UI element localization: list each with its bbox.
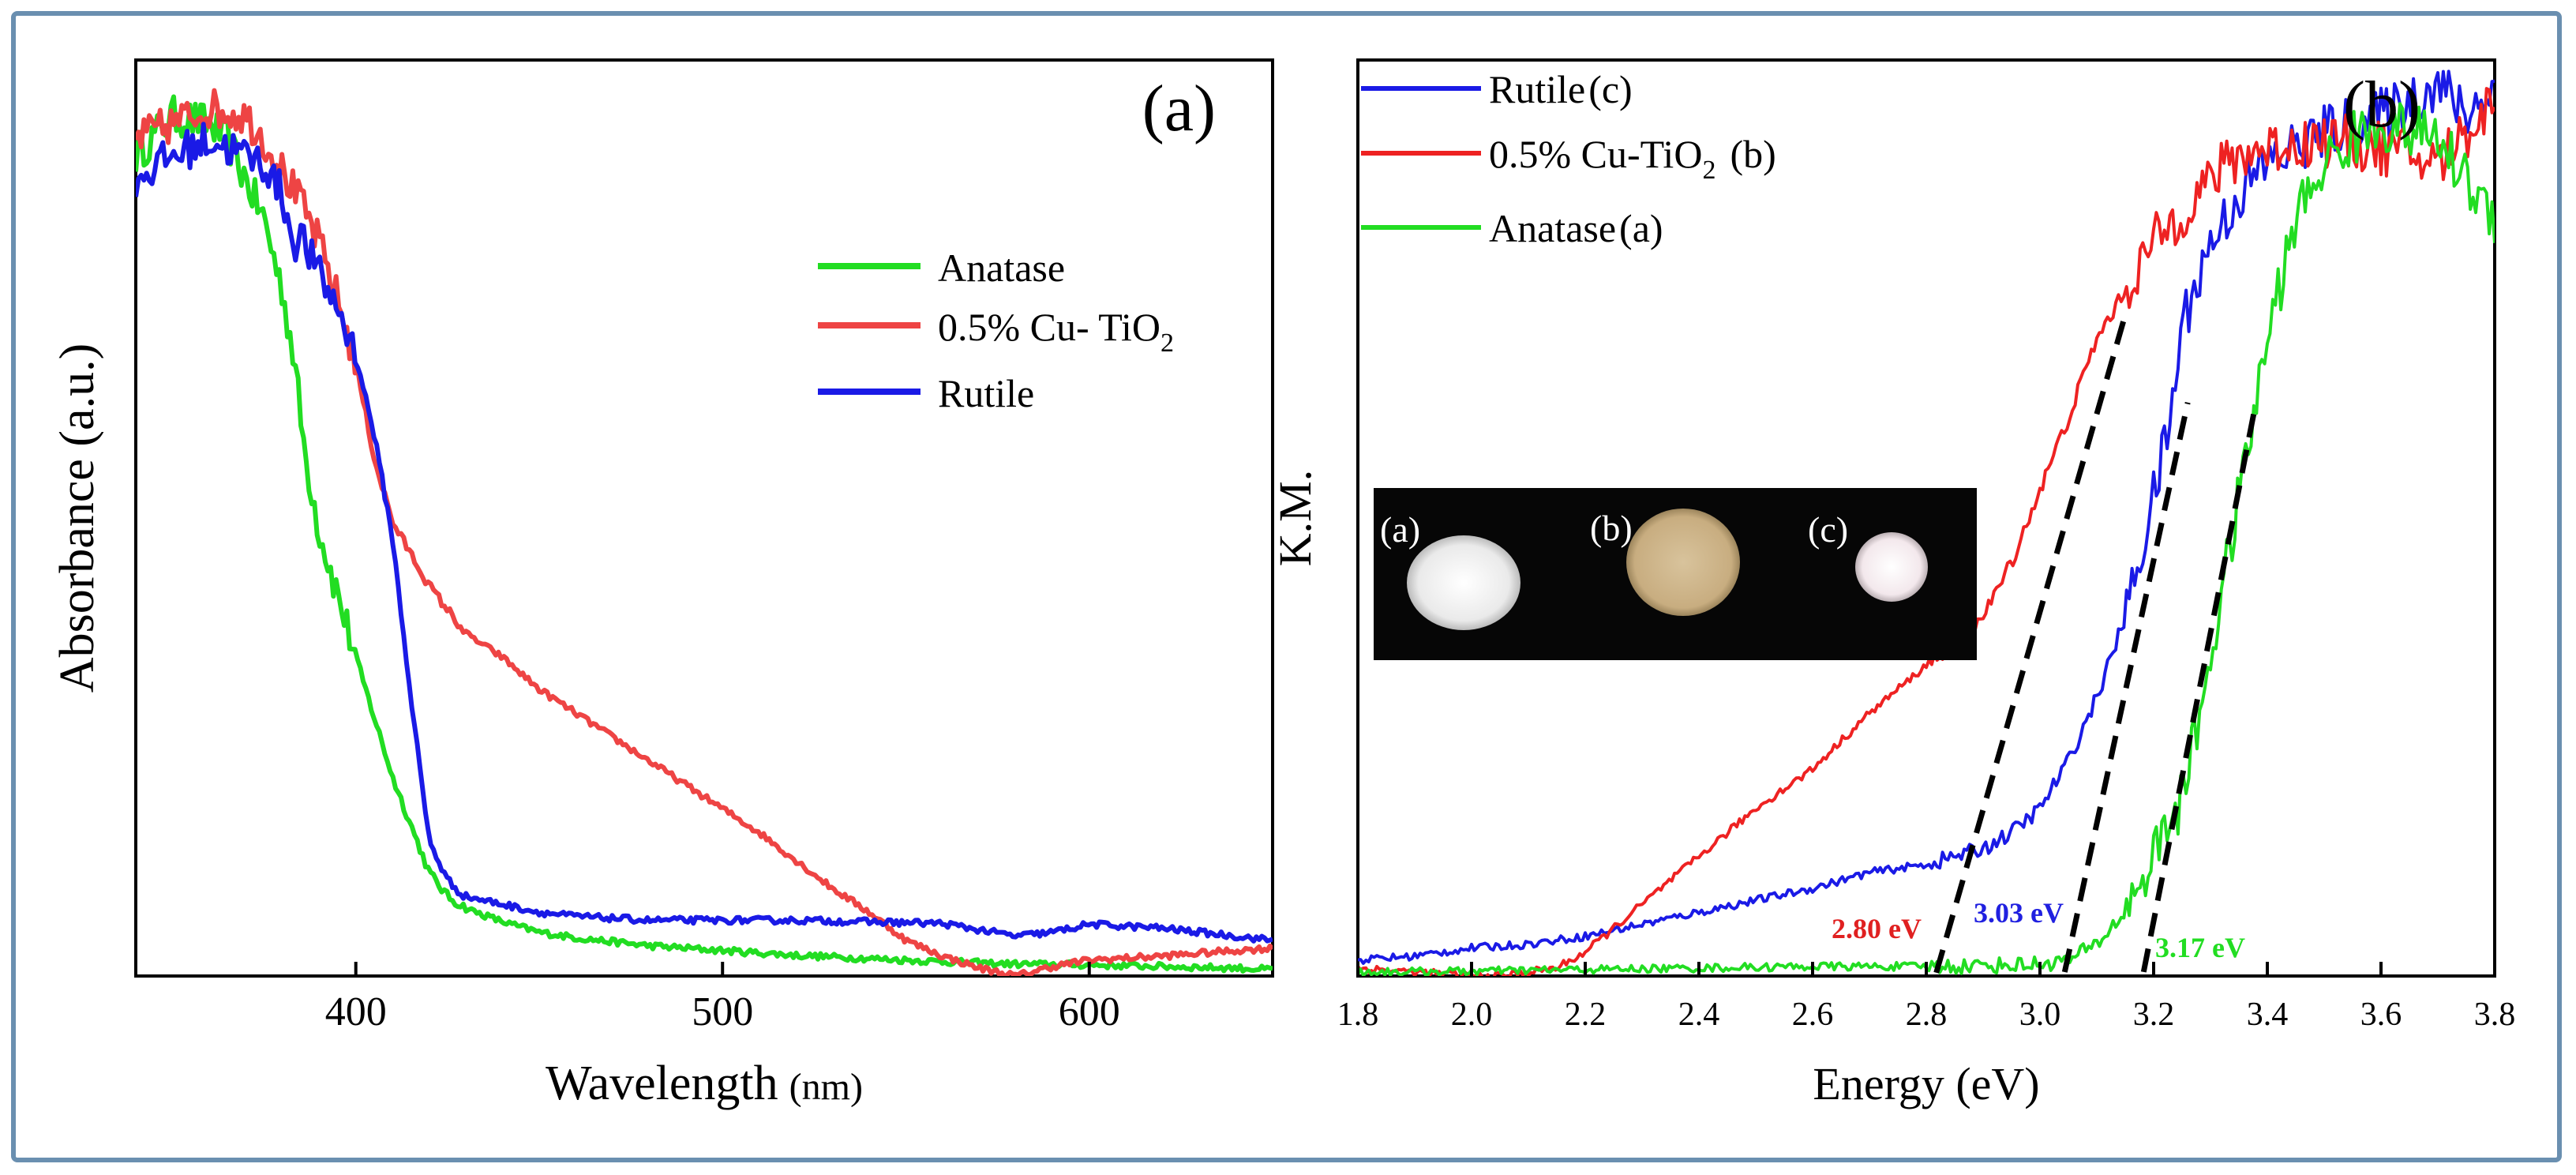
x-tick-label: 3.4 [2247,997,2289,1033]
panel-a-series [136,88,1273,976]
legend-item-anatase: Anatase [818,246,1065,290]
panel-a-plot-frame [134,58,1274,978]
x-tick-label: 500 [692,989,753,1034]
legend-item-rutile-c: Rutile(c) [1361,67,1633,111]
series-line-anatase [136,94,1273,974]
panel-a-x-ticks: 400 500 600 [325,962,1120,1034]
x-tick-label: 2.2 [1565,997,1607,1033]
legend-item-cu-tio2-b: 0.5% Cu-TiO2 (b) [1361,132,1776,185]
panel-b-x-ticks: 1.8 2.0 2.2 2.4 2.6 2.8 3.0 3.2 3.4 3.6 3.8 [1337,962,2516,1033]
legend-label-anatase: Anatase [938,246,1065,290]
x-tick-label: 2.4 [1678,997,1720,1033]
x-tick-label: 2.0 [1451,997,1493,1033]
x-tick-label: 3.0 [2019,997,2061,1033]
panel-b-y-axis-title: K.M. [1269,470,1321,566]
inset-label-a: (a) [1380,509,1420,550]
x-tick-label: 3.8 [2474,997,2516,1033]
x-tick-label: 3.6 [2360,997,2402,1033]
band-gap-tangent-line [1932,313,2128,976]
inset-label-c: (c) [1808,509,1848,550]
x-tick-label: 1.8 [1337,997,1379,1033]
x-tick-label: 2.8 [1906,997,1948,1033]
figure-frame [11,11,2562,1162]
series-line-rutile [1358,69,2495,965]
legend-label-rutile: Rutile [938,371,1034,415]
legend-label-cu-tio2-b: 0.5% Cu-TiO2 (b) [1489,132,1776,185]
band-gap-tangent-line [2060,401,2191,976]
legend-label-cu-tio2: 0.5% Cu- TiO2 [938,305,1174,358]
panel-a-label: (a) [1142,72,1216,145]
panel-b-tangent-lines [1932,313,2259,976]
band-gap-tangent-line [2139,402,2259,976]
x-tick-label: 600 [1059,989,1120,1034]
panel-b-x-axis-title: Energy (eV) [1813,1058,2039,1109]
panel-b-label: (b) [2343,68,2420,141]
band-gap-label-anatase: 3.17 eV [2155,932,2245,963]
sample-pile-rutile [1855,532,1928,602]
band-gap-label-cu-tio2: 2.80 eV [1832,913,1922,944]
band-gap-label-rutile: 3.03 eV [1974,897,2064,929]
panel-a: 400 500 600 (a) Wavelength (nm) Absorbance … [51,58,1274,1110]
panel-a-legend: Anatase 0.5% Cu- TiO2 Rutile [818,246,1174,415]
legend-item-cu-tio2: 0.5% Cu- TiO2 [818,305,1174,358]
x-tick-label: 400 [325,989,387,1034]
panel-b: 1.8 2.0 2.2 2.4 2.6 2.8 3.0 3.2 3.4 3.6 3.8 (b) En… [1269,58,2516,1109]
legend-item-anatase-a: Anatase(a) [1361,206,1663,250]
panel-b-legend: Rutile(c) 0.5% Cu-TiO2 (b) Anatase(a) [1361,67,1776,250]
sample-pile-anatase [1407,535,1520,630]
x-tick-label: 2.6 [1792,997,1834,1033]
legend-label-rutile-c: Rutile(c) [1489,67,1633,111]
legend-label-anatase-a: Anatase(a) [1489,206,1663,250]
x-tick-label: 3.2 [2133,997,2175,1033]
panel-a-x-axis-title: Wavelength (nm) [546,1057,863,1110]
sample-pile-cu-tio2 [1626,509,1740,616]
panel-a-y-axis-title: Absorbance (a.u.) [51,343,104,693]
legend-item-rutile: Rutile [818,371,1034,415]
series-line-rutile [136,122,1273,944]
series-line-0-5-cu-tio2 [136,88,1273,976]
band-gap-labels: 2.80 eV 3.03 eV 3.17 eV [1832,897,2245,963]
sample-photo-inset: (a) (b) (c) [1374,488,1977,660]
inset-label-b: (b) [1590,508,1633,548]
